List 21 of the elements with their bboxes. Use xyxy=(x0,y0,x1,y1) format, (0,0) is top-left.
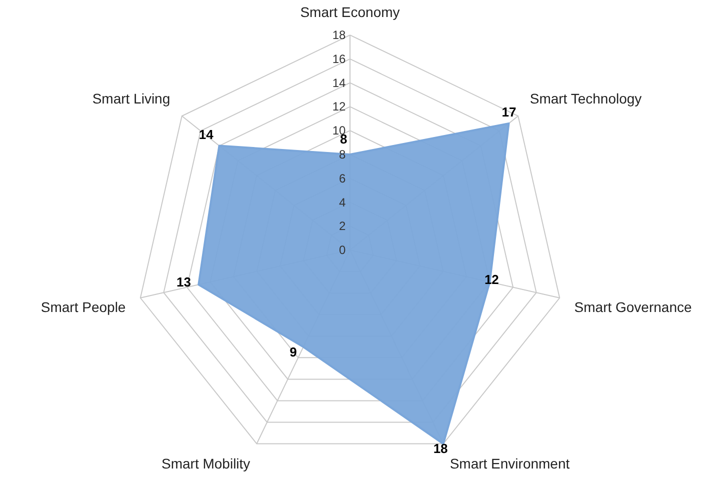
spoke-label: Smart Governance xyxy=(574,299,692,316)
data-label: 17 xyxy=(502,104,516,120)
spoke-label: Smart Environment xyxy=(450,455,570,472)
data-label: 12 xyxy=(484,272,499,288)
data-label: 14 xyxy=(198,126,214,142)
spoke-label: Smart Mobility xyxy=(162,455,250,472)
y-tick-label: 18 xyxy=(332,28,346,42)
y-tick-label: 2 xyxy=(339,219,346,234)
y-tick-label: 6 xyxy=(339,171,346,186)
spoke-label: Smart Technology xyxy=(530,90,642,107)
y-tick-label: 12 xyxy=(332,100,346,114)
data-label: 18 xyxy=(433,441,448,456)
y-tick-label: 16 xyxy=(332,52,346,66)
data-label: 13 xyxy=(176,274,192,290)
spoke-label: Smart People xyxy=(40,299,126,316)
y-tick-label: 14 xyxy=(332,76,346,90)
data-label: 9 xyxy=(290,344,297,360)
spoke-label: Smart Economy xyxy=(300,4,400,20)
spoke-label: Smart Living xyxy=(92,90,170,107)
y-tick-label: 0 xyxy=(339,243,346,258)
y-tick-label: 4 xyxy=(339,195,346,210)
